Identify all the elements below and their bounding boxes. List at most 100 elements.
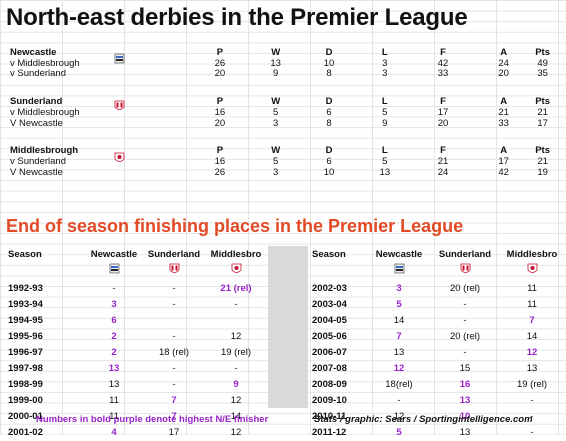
- crest-row: [4, 263, 268, 281]
- stat-value: 21: [537, 155, 548, 167]
- opponent-label: v Sunderland: [10, 68, 66, 80]
- season-row: 1997-98 13 - -: [4, 361, 268, 377]
- finishing-place: 18 (rel): [158, 347, 190, 358]
- derby-row: V Newcastle 26 3 10 13 24 42 19: [10, 166, 550, 179]
- stat-value: 17: [537, 117, 548, 129]
- column-header: W: [271, 47, 281, 58]
- finishing-place: -: [463, 315, 467, 326]
- stat-value: 10: [323, 166, 335, 178]
- season-label: 2001-02: [8, 427, 43, 438]
- spacer-cell: [4, 263, 84, 281]
- spacer-cell: [308, 263, 368, 281]
- season-label: 2003-04: [312, 299, 347, 310]
- finishing-place: 5: [396, 299, 402, 310]
- season-row: 1992-93 - - 21 (rel): [4, 281, 268, 297]
- season-column-header: Sunderland: [147, 248, 201, 260]
- finishing-place: 13: [459, 427, 471, 438]
- season-label: 2009-10: [312, 395, 347, 406]
- seasons-table-right: Season Newcastle Sunderland Middlesbro 2002-…: [308, 246, 564, 441]
- footnote-legend: Numbers in bold purple denote highest N/…: [36, 414, 269, 425]
- season-label: 1998-99: [8, 379, 43, 390]
- season-column-header: Middlesbro: [210, 248, 262, 260]
- finishing-place: -: [172, 331, 176, 342]
- opponent-label: V Newcastle: [10, 117, 63, 129]
- season-label: 2000-01: [8, 411, 43, 422]
- spacer-cell: [10, 129, 550, 146]
- season-row: 2010-11 12 10 -: [308, 409, 564, 425]
- spacer-cell: [119, 48, 191, 59]
- season-label: 1995-96: [8, 331, 43, 342]
- column-header: A: [500, 145, 508, 157]
- finishing-place: -: [530, 395, 534, 406]
- spacer-row: [10, 129, 550, 146]
- stat-value: 6: [326, 106, 332, 118]
- finishing-place: 5: [396, 427, 402, 438]
- finishing-place: 17: [168, 427, 180, 438]
- stat-value: 5: [382, 155, 388, 167]
- stat-value: 49: [537, 57, 548, 69]
- club-name: Newcastle: [10, 47, 57, 58]
- stat-value: 17: [498, 155, 509, 167]
- column-header: P: [216, 96, 224, 108]
- spacer-cell: [119, 119, 191, 130]
- season-row: 2011-12 5 13 -: [308, 425, 564, 441]
- stat-value: 5: [273, 106, 279, 118]
- finishing-place: 7: [529, 315, 535, 326]
- finishing-place: 4: [111, 427, 117, 438]
- finishing-place: 7: [171, 395, 177, 406]
- stat-value: 9: [382, 117, 388, 129]
- finishing-place: 11: [527, 299, 537, 310]
- finishing-place: -: [530, 411, 534, 422]
- finishing-place: -: [234, 363, 238, 374]
- stat-value: 13: [270, 57, 281, 69]
- column-header: F: [440, 96, 446, 108]
- season-label: 2002-03: [312, 283, 347, 294]
- season-label: 2007-08: [312, 363, 347, 374]
- spacer-cell: [119, 157, 191, 168]
- finishing-place: 14: [526, 331, 538, 342]
- column-header: F: [440, 47, 446, 58]
- finishing-place: 12: [526, 347, 538, 358]
- season-row: 2002-03 3 20 (rel) 11: [308, 281, 564, 297]
- spacer-cell: [119, 146, 191, 157]
- season-row: 2008-09 18(rel) 16 19 (rel): [308, 377, 564, 393]
- section-title-finishing-places: End of season finishing places in the Pr…: [6, 216, 464, 236]
- stat-value: 3: [382, 68, 388, 80]
- stat-value: 42: [437, 57, 449, 69]
- season-column-header: Season: [312, 248, 346, 260]
- season-label: 1993-94: [8, 299, 43, 310]
- newcastle-crest-icon: [114, 53, 125, 64]
- finishing-place: 19 (rel): [220, 347, 252, 358]
- derby-row: v Middlesbrough 16 5 6 5 17 21 21: [10, 106, 550, 119]
- season-row: 2004-05 14 - 7: [308, 313, 564, 329]
- finishing-place: 2: [111, 347, 117, 358]
- stat-value: 9: [273, 68, 279, 80]
- season-column-header: Newcastle: [90, 248, 138, 260]
- finishing-place: 14: [230, 411, 242, 422]
- column-header: L: [381, 145, 388, 157]
- finishing-place: 3: [396, 283, 402, 294]
- season-label: 2011-12: [312, 427, 347, 438]
- finishing-place: -: [172, 379, 176, 390]
- stat-value: 35: [537, 68, 548, 80]
- season-label: 2010-11: [312, 411, 347, 422]
- finishing-place: -: [463, 347, 467, 358]
- stat-value: 20: [214, 117, 226, 129]
- club-name: Middlesbrough: [10, 145, 79, 157]
- finishing-place: 7: [171, 411, 177, 422]
- finishing-place: 21 (rel): [220, 283, 252, 294]
- season-row: 2007-08 12 15 13: [308, 361, 564, 377]
- season-row: 2006-07 13 - 12: [308, 345, 564, 361]
- finishing-place: -: [397, 395, 401, 406]
- finishing-place: 20 (rel): [449, 331, 481, 342]
- sunderland-crest-icon: [430, 263, 500, 281]
- stat-value: 20: [498, 68, 509, 80]
- finishing-place: 16: [459, 379, 471, 390]
- stat-value: 20: [437, 117, 449, 129]
- finishing-place: 14: [393, 315, 405, 326]
- stat-value: 24: [437, 166, 449, 178]
- stat-value: 19: [537, 166, 548, 178]
- finishing-place: -: [172, 363, 176, 374]
- derby-row: v Sunderland 20 9 8 3 33 20 35: [10, 69, 550, 80]
- season-row: 2001-02 4 17 12: [4, 425, 268, 441]
